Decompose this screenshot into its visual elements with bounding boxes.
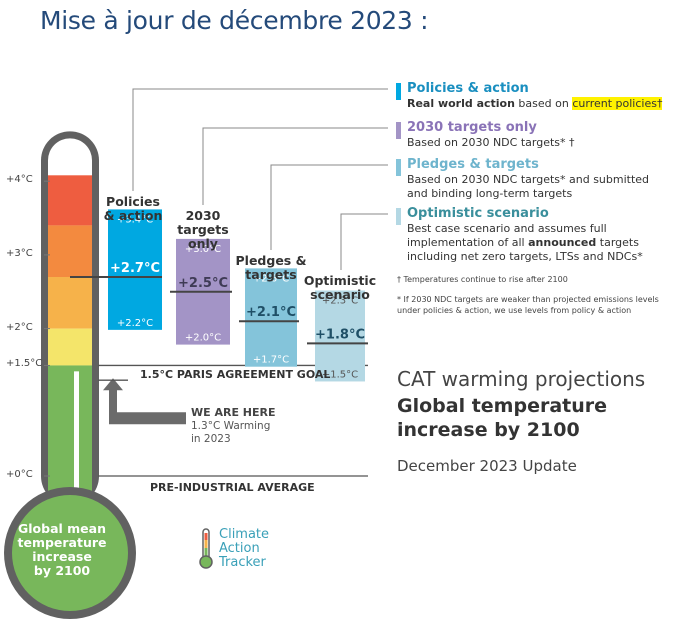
projection-title: Global temperature increase by 2100 xyxy=(397,395,608,441)
legend-item: Optimistic scenario Best case scenario an… xyxy=(396,206,666,264)
y-tick-label: +4°C xyxy=(6,174,33,186)
bulb-line: Global mean xyxy=(18,521,106,536)
projection-update: December 2023 Update xyxy=(397,457,577,475)
logo-word: Tracker xyxy=(219,555,266,570)
bulb-line: by 2100 xyxy=(33,563,91,578)
legend-description: Based on 2030 NDC targets* and submitted… xyxy=(407,173,666,201)
high-value-label: +3.4°C xyxy=(117,214,153,225)
legend-title: 2030 targets only xyxy=(407,120,537,135)
we-are-here-title: WE ARE HERE xyxy=(191,406,276,419)
legend-item: Policies & action Real world action based… xyxy=(396,81,666,111)
high-value-label: +2.6°C xyxy=(253,273,289,284)
legend-title: Policies & action xyxy=(407,81,529,96)
we-are-here-line: 1.3°C Warming xyxy=(191,420,271,432)
legend-text: announced xyxy=(528,236,597,249)
legend-swatch xyxy=(396,122,401,139)
scenario-name-line: & action xyxy=(103,208,163,223)
scenario-bar-optimistic xyxy=(315,290,365,382)
legend-item: 2030 targets only Based on 2030 NDC targe… xyxy=(396,120,666,150)
we-are-here-line: in 2023 xyxy=(191,433,231,445)
projection-heading: CAT warming projections xyxy=(397,367,646,391)
high-value-label: +3.0°C xyxy=(185,244,221,255)
low-value-label: +1.5°C xyxy=(322,369,358,380)
scenario-name-ndc: 2030 targets only xyxy=(173,209,233,251)
legend-text: Best case scenario and assumes full impl… xyxy=(407,222,607,249)
low-value-label: +2.2°C xyxy=(117,318,153,329)
high-value-label: +2.3°C xyxy=(322,295,358,306)
thermometer-shine xyxy=(74,371,79,491)
scenario-name-line: scenario xyxy=(310,287,370,302)
scenario-name-line: Policies xyxy=(106,194,160,209)
mid-value-label: +2.7°C xyxy=(110,261,160,276)
logo-word: Climate xyxy=(219,527,270,542)
scenario-name-optimistic: Optimistic scenario xyxy=(300,274,380,302)
logo-word: Action xyxy=(219,541,260,556)
scenario-name-pledges: Pledges & targets xyxy=(231,254,311,282)
scenario-bar-policies xyxy=(108,209,162,330)
y-tick-label: +2°C xyxy=(6,321,33,333)
legend-description: Real world action based on current polic… xyxy=(407,97,666,111)
mid-value-label: +1.8°C xyxy=(315,327,365,342)
climate-action-tracker-logo: Climate Action Tracker xyxy=(199,526,289,574)
leader-line xyxy=(202,127,388,205)
mid-value-label: +2.1°C xyxy=(246,305,296,320)
legend-swatch xyxy=(396,208,401,225)
scenario-name-line: only xyxy=(188,236,218,251)
we-are-here-detail: 1.3°C Warming in 2023 xyxy=(191,420,311,446)
bulb-line: temperature xyxy=(17,535,107,550)
legend-text: Real world action xyxy=(407,97,515,110)
legend-text: current policies† xyxy=(572,97,663,110)
scenario-name-line: Optimistic xyxy=(303,273,377,288)
low-value-label: +1.7°C xyxy=(253,355,289,366)
scenario-name-line: 2030 xyxy=(185,208,221,223)
we-are-here-arrow xyxy=(98,378,186,425)
page-title: Mise à jour de décembre 2023 : xyxy=(40,6,429,35)
scenario-bar-pledges xyxy=(245,268,297,367)
bulb-label: Global mean temperature increase by 2100 xyxy=(14,522,110,578)
scenario-bars: +3.4°C +2.7°C +2.2°C +3.0°C +2.5°C +2.0°C +2.6… xyxy=(70,209,368,382)
y-tick-label: +1.5°C xyxy=(6,358,43,370)
legend-swatch xyxy=(396,159,401,176)
reference-label: PRE-INDUSTRIAL AVERAGE xyxy=(150,481,315,494)
thermometer-segment xyxy=(48,175,92,226)
leader-line xyxy=(132,88,388,191)
thermometer-segment xyxy=(48,277,92,329)
scenario-name-line: Pledges & xyxy=(235,253,307,268)
thermometer-logo-icon xyxy=(199,528,213,569)
reference-label: 1.5°C PARIS AGREEMENT GOAL xyxy=(140,368,331,382)
legend-description: Best case scenario and assumes full impl… xyxy=(407,222,666,264)
y-tick-label: +0°C xyxy=(6,469,33,480)
legend-title: Optimistic scenario xyxy=(407,206,549,221)
thermometer-segment xyxy=(48,225,92,278)
legend-title: Pledges & targets xyxy=(407,157,539,172)
bulb-line: increase xyxy=(32,549,92,564)
scenario-name-line: targets xyxy=(177,222,229,237)
y-tick-label: +3°C xyxy=(6,247,33,259)
legend-swatch xyxy=(396,83,401,100)
leader-line xyxy=(270,164,388,250)
low-value-label: +2.0°C xyxy=(185,333,221,344)
footnote-asterisk: * If 2030 NDC targets are weaker than pr… xyxy=(397,295,659,315)
legend-text: Based on 2030 NDC targets* † xyxy=(407,136,575,149)
legend-description: Based on 2030 NDC targets* † xyxy=(407,136,666,150)
footnote-dagger: † Temperatures continue to rise after 21… xyxy=(397,275,568,284)
legend-text: based on xyxy=(514,97,573,110)
we-are-here-arrow-shape xyxy=(103,378,186,425)
thermometer-segment xyxy=(48,328,92,366)
legend-text: targets including net zero targets, LTSs… xyxy=(407,236,643,263)
mid-value-label: +2.5°C xyxy=(178,276,228,291)
legend-text: Based on 2030 NDC targets* and submitted… xyxy=(407,173,650,200)
leader-lines xyxy=(132,88,388,270)
scenario-name-policies: Policies & action xyxy=(103,195,163,223)
leader-line xyxy=(340,213,388,270)
thermometer xyxy=(4,131,136,619)
thermometer-bulb xyxy=(12,495,128,611)
legend-item: Pledges & targets Based on 2030 NDC targe… xyxy=(396,157,666,201)
scenario-name-line: targets xyxy=(245,267,297,282)
thermometer-segment xyxy=(48,365,92,499)
